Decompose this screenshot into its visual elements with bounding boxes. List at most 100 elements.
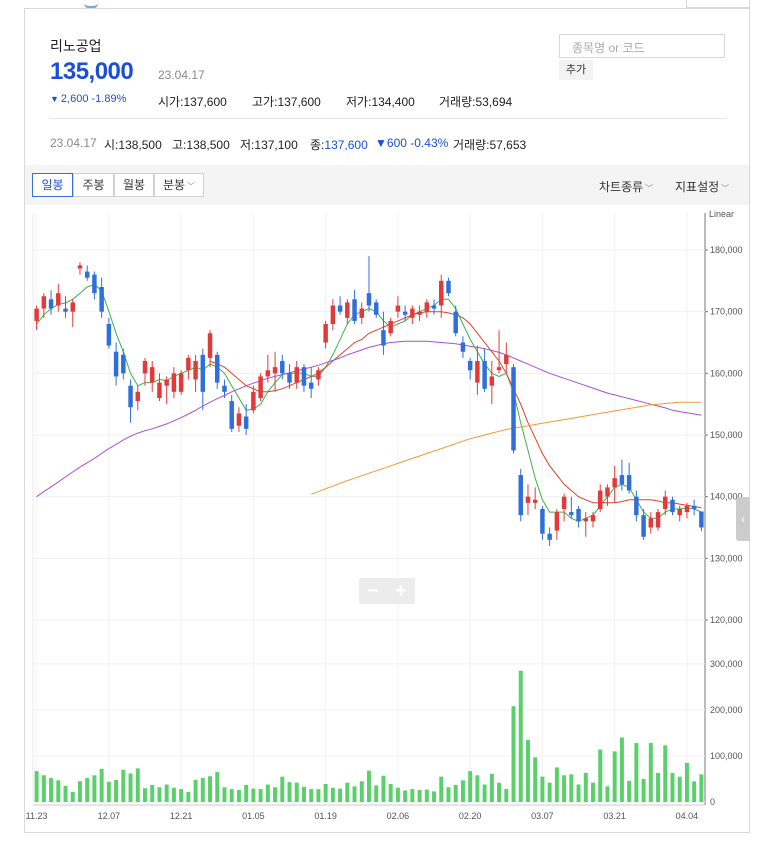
volume-bar [562,775,567,802]
candlestick-series [34,256,704,546]
volume-bar [99,768,104,802]
candle-body [670,499,675,513]
chevron-left-icon: ‹ [741,512,745,526]
zoom-out-button[interactable]: − [367,580,379,602]
candle-body [84,271,90,278]
candle-body [272,367,278,374]
volume-bar [345,782,350,802]
candle-body [684,505,690,513]
volume-bar [518,670,523,802]
volume-bar [374,785,379,802]
candle-body [489,376,495,386]
candle-body [56,293,61,306]
candle-body [547,533,552,540]
candle-body [388,320,393,334]
volume-value: 53,694 [475,95,513,109]
candle-body [48,299,54,309]
candle-body [540,509,545,534]
change-amount: 2,600 [60,93,89,105]
volume-bar [114,779,119,802]
chart-type-menu[interactable]: 차트종류 ﹀ [599,178,653,195]
candle-body [222,385,227,392]
volume-bar [677,776,682,802]
volume-bar [598,749,603,802]
volume-bar [41,775,46,802]
indicator-settings-menu[interactable]: 지표설정 ﹀ [675,178,729,195]
volume-bar [656,772,661,802]
volume-bar [280,776,285,802]
volume-bar [424,789,429,802]
volume-bar [547,782,552,802]
candle-body [34,308,39,321]
volume-bar [583,772,588,802]
candle-body [366,293,372,306]
chevron-down-icon: ﹀ [187,182,196,191]
candle-body [128,385,133,408]
candle-body [496,367,502,371]
volume-bar [388,784,393,802]
ohlc-close: 종:137,600 [310,138,368,152]
zoom-in-button[interactable]: + [395,580,407,602]
candle-body [655,512,661,528]
price-tick-label: 130,000 [710,553,743,563]
candle-body [301,367,307,386]
volume-bar [612,751,617,802]
volume-bar [56,780,61,802]
volume-bar [236,790,241,802]
volume-bar [229,789,234,802]
ma60-line [36,340,702,498]
chevron-down-icon: ﹀ [645,184,654,193]
candle-body [467,361,473,371]
volume-bar [446,787,451,802]
tab-monthly[interactable]: 월봉 [114,173,154,197]
volume-bar [63,785,68,802]
candle-body [641,515,646,537]
current-price: 135,000 [50,58,134,85]
tab-daily[interactable]: 일봉 [32,173,73,197]
price-tick-label: 160,000 [710,368,743,378]
ohlc-open-label: 시 [104,138,116,152]
candle-body [511,367,516,451]
tab-minute[interactable]: 분봉 ﹀ [154,173,204,197]
date-tick-label: 02.06 [387,811,410,821]
date-tick-label: 11.23 [26,811,48,821]
top-right-tab-stub [686,0,750,8]
ohlc-volume-label: 거래량 [453,138,487,152]
volume-bar [150,784,155,802]
candle-body [149,367,155,383]
date-tick-label: 02.20 [459,811,482,821]
candle-body [525,496,531,503]
candle-body [691,505,697,509]
volume-bar [432,791,437,802]
candle-body [504,354,509,365]
candle-body [352,299,357,321]
candle-body [431,305,437,309]
volume-bar [367,770,371,802]
ma120-line [311,401,702,495]
indicator-settings-label: 지표설정 [675,180,720,194]
volume-bar [627,780,632,802]
candle-body [532,499,538,503]
low-stat: 저가:134,400 [346,95,415,109]
candle-body [699,511,704,528]
volume-bar [417,790,422,802]
volume-bar [460,780,465,802]
candle-body [605,487,610,497]
candle-body [251,391,256,411]
candle-body [395,305,401,312]
down-triangle-icon: ▼ [375,136,387,150]
candle-body [258,376,263,398]
volume-bar [265,784,270,802]
candle-body [308,382,314,389]
volume-bar [121,769,126,802]
search-input[interactable]: 종목명 or 코드 [559,34,725,58]
candle-body [677,509,682,516]
price-tick-label: 120,000 [710,615,743,625]
tab-weekly[interactable]: 주봉 [73,173,114,197]
volume-bar [692,781,697,802]
volume-bar [309,789,314,802]
candle-body [294,367,299,383]
add-button[interactable]: 추가 [559,60,593,80]
ohlc-close-value: 137,600 [324,138,368,152]
side-panel-toggle[interactable]: ‹ [736,497,750,541]
